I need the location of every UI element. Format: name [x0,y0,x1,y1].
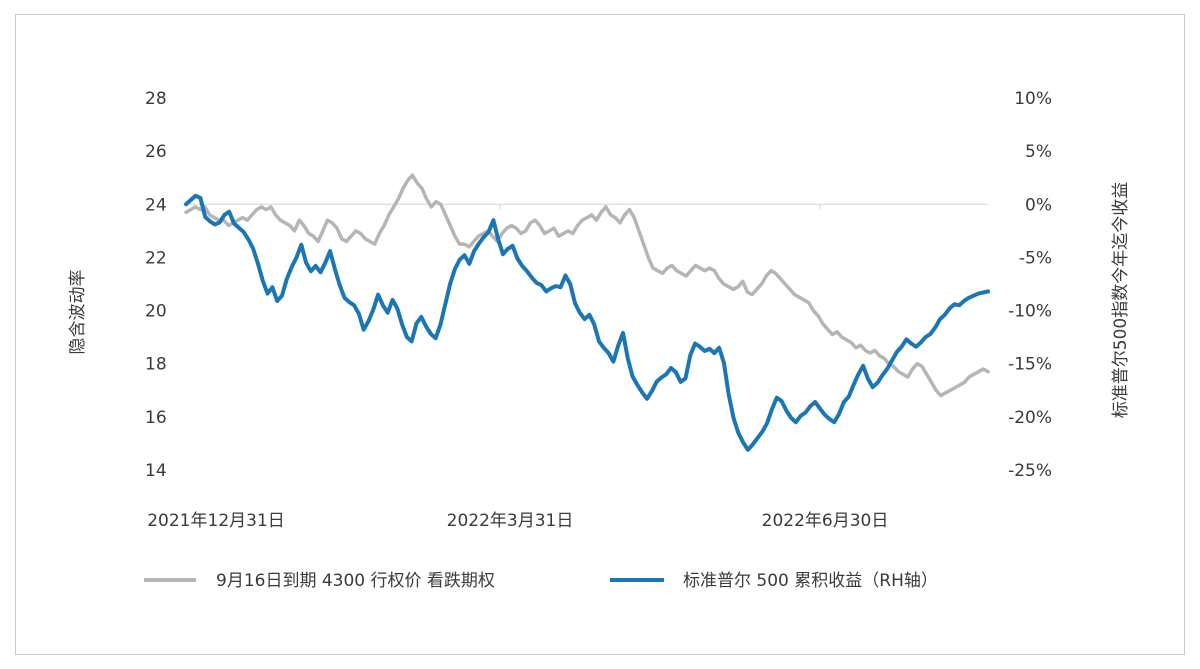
left-tick-label: 26 [145,142,167,162]
right-tick-label: -5% [1019,248,1052,268]
left-tick-label: 22 [145,248,167,268]
right-tick-label: -15% [1008,355,1052,375]
right-tick-label: -25% [1008,461,1052,481]
chart-frame [15,14,1185,655]
series-line-put-option [184,173,990,398]
legend-label-sp500: 标准普尔 500 累积收益（RH轴） [683,571,938,591]
legend-label-put-option: 9月16日到期 4300 行权价 看跌期权 [216,571,495,591]
left-axis-title: 隐含波动率 [68,270,88,355]
x-tick-label: 2022年3月31日 [447,511,574,531]
right-axis-ticks: 10% 5% 0% -5% -10% -15% -20% -25% [1008,89,1052,481]
left-tick-label: 24 [145,195,167,215]
left-tick-label: 20 [145,302,167,322]
x-tick-label: 2022年6月30日 [762,511,889,531]
gridlines [186,203,988,210]
left-tick-label: 14 [145,461,167,481]
right-tick-label: -20% [1008,408,1052,428]
x-axis-ticks: 2021年12月31日 2022年3月31日 2022年6月30日 [147,511,888,531]
right-tick-label: -10% [1008,302,1052,322]
left-tick-label: 28 [145,89,167,109]
left-tick-label: 16 [145,408,167,428]
series-layer [184,173,990,452]
left-tick-label: 18 [145,355,167,375]
right-axis-title: 标准普尔500指数今年迄今收益 [1111,182,1131,418]
x-tick-label: 2021年12月31日 [147,511,285,531]
right-tick-label: 10% [1014,89,1052,109]
left-axis-ticks: 28 26 24 22 20 18 16 14 [145,89,167,481]
right-tick-label: 0% [1025,195,1052,215]
right-tick-label: 5% [1025,142,1052,162]
series-line-sp500 [184,193,990,452]
legend: 9月16日到期 4300 行权价 看跌期权 标准普尔 500 累积收益（RH轴） [144,571,938,591]
